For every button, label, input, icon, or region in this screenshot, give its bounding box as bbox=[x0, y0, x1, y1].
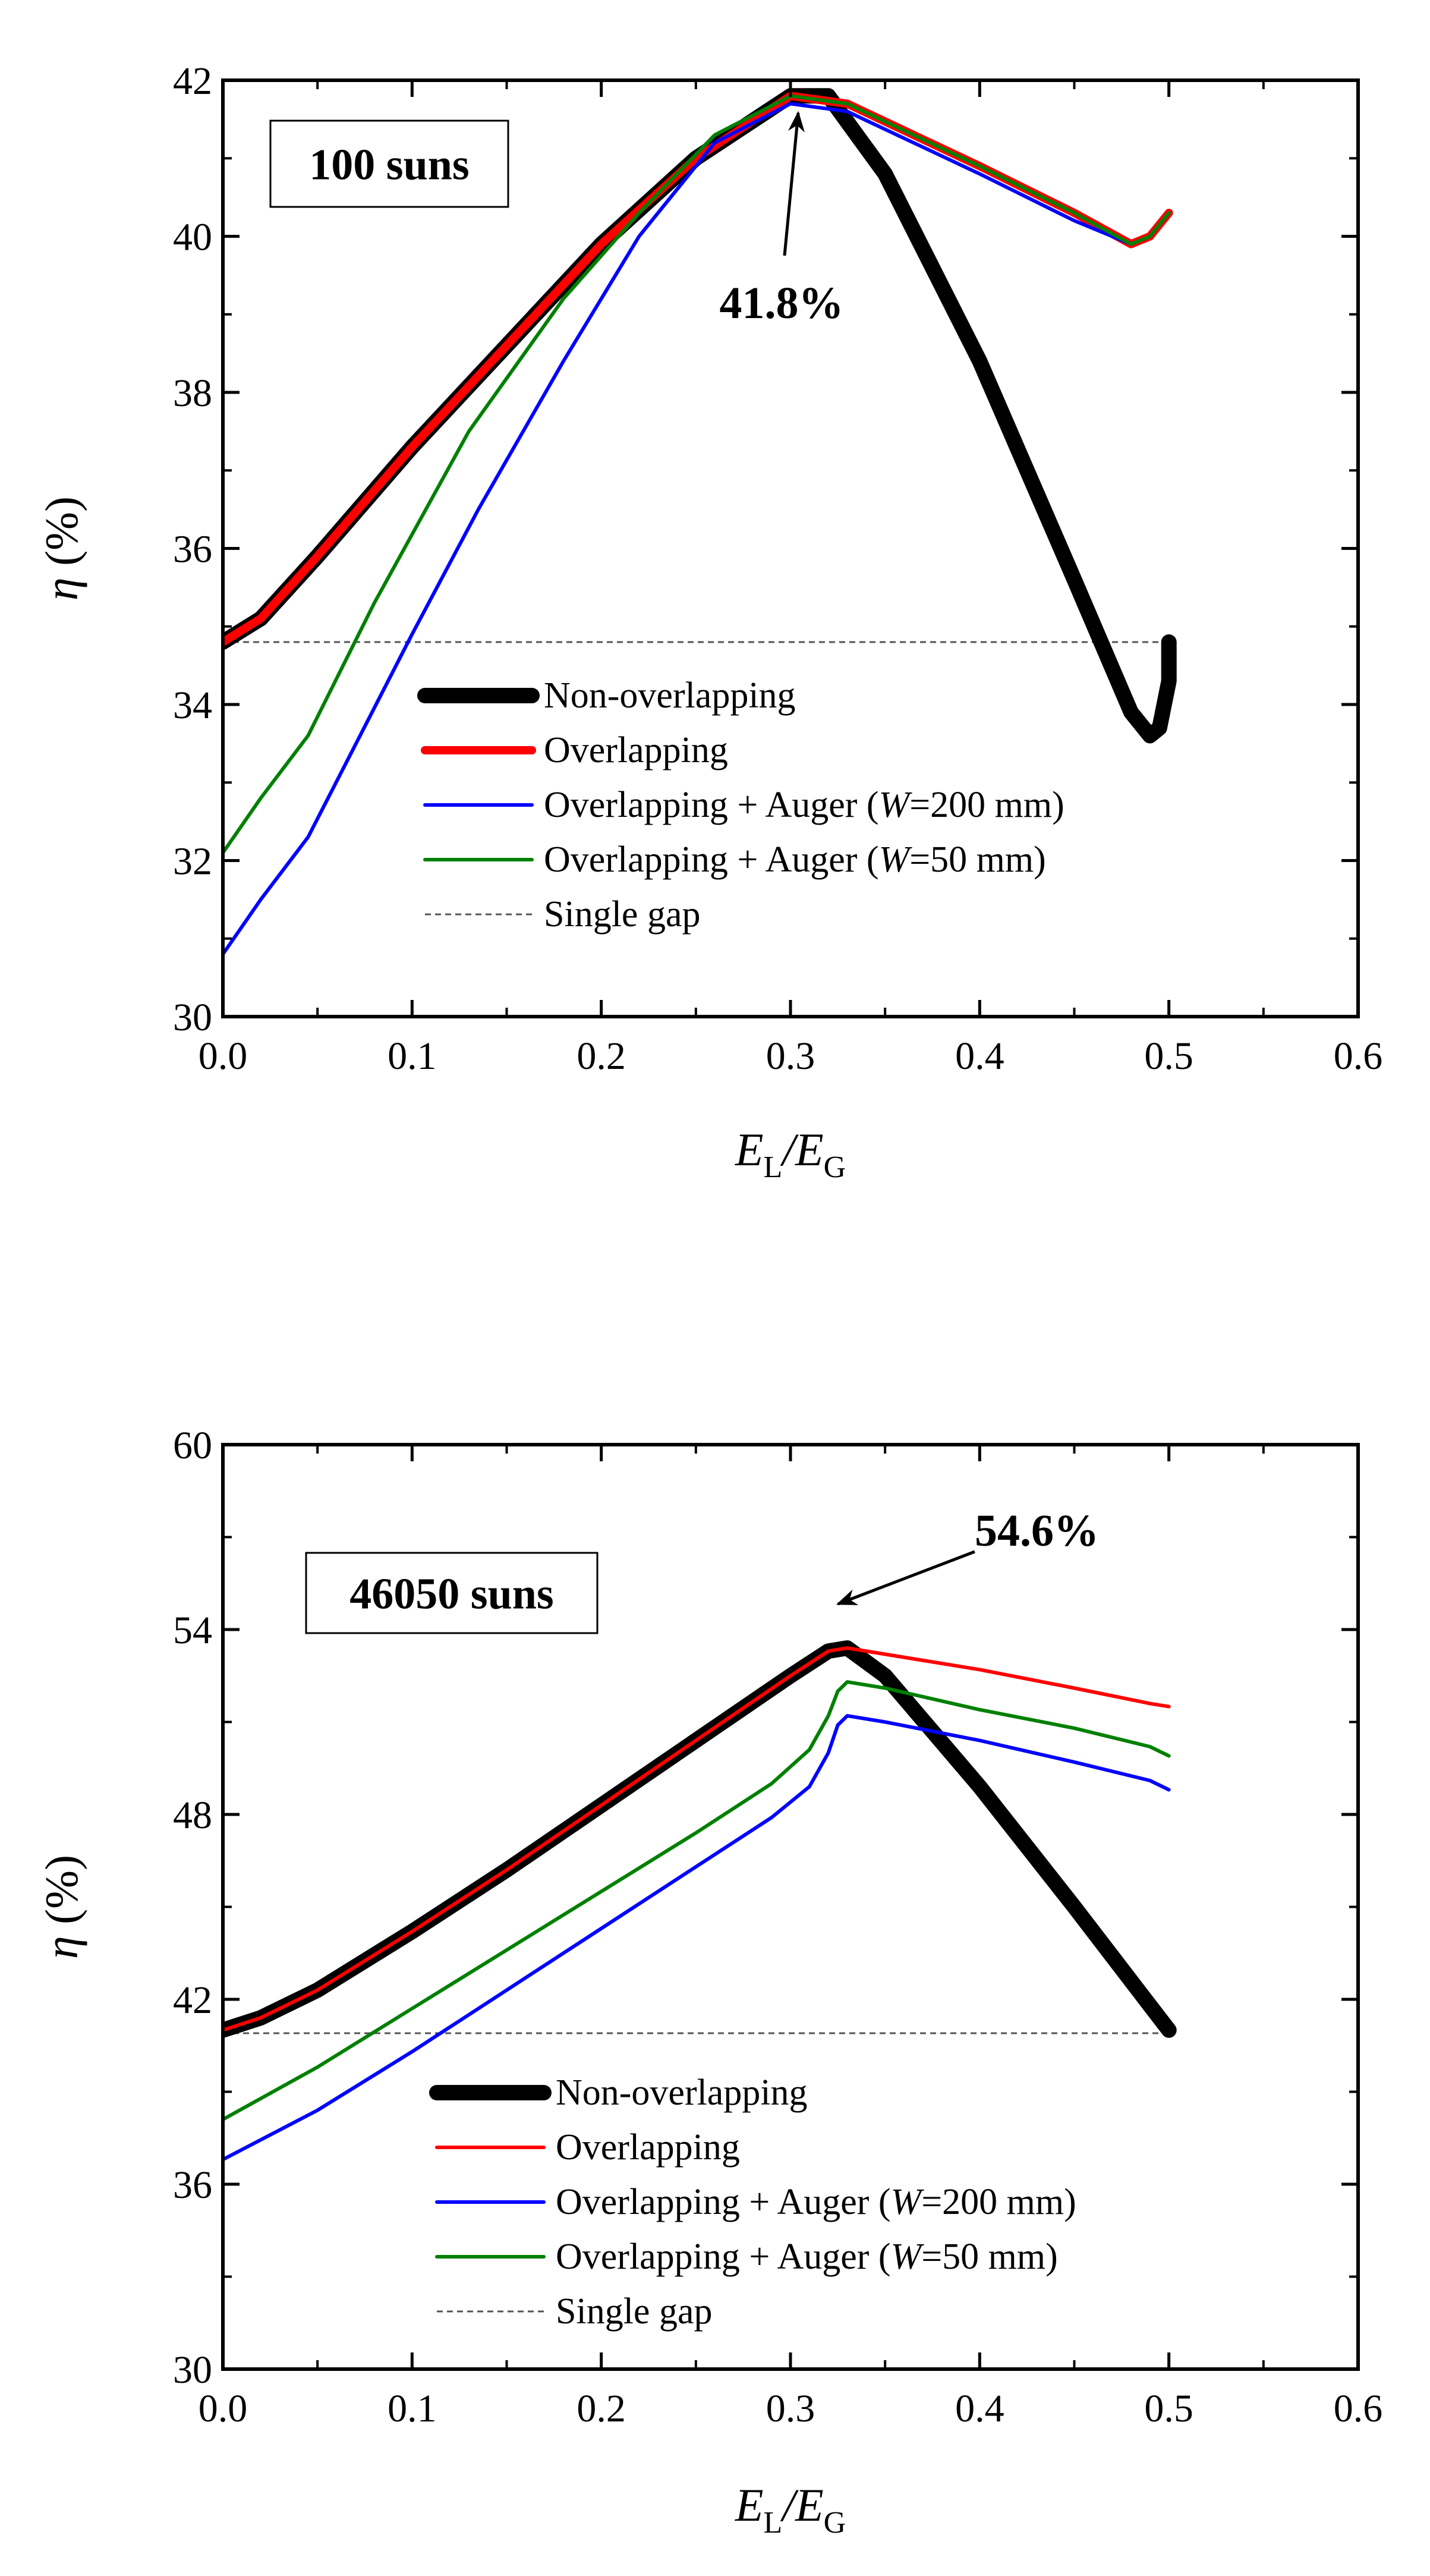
x-tick-label: 0.5 bbox=[1144, 1034, 1193, 1078]
legend-label-italic: W bbox=[879, 839, 913, 880]
legend-label-post: =200 mm) bbox=[921, 2182, 1076, 2222]
legend-label-italic: W bbox=[879, 785, 913, 825]
x-tick-label: 0.0 bbox=[199, 2387, 248, 2430]
y-tick-label: 38 bbox=[173, 372, 212, 415]
series-line-4 bbox=[223, 94, 1171, 855]
condition-label: 46050 suns bbox=[349, 1570, 553, 1619]
x-axis-title-sub-l: L bbox=[764, 2506, 783, 2540]
x-tick-label: 0.1 bbox=[388, 2387, 437, 2430]
legend-label-2: Overlapping bbox=[556, 2127, 740, 2168]
legend-label-single-gap: Single gap bbox=[544, 894, 700, 935]
y-tick-label: 60 bbox=[173, 1424, 212, 1467]
legend-label-single-gap: Single gap bbox=[556, 2291, 712, 2332]
x-tick-label: 0.0 bbox=[199, 1034, 248, 1078]
y-tick-label: 30 bbox=[173, 996, 212, 1039]
x-axis-title-sub-l: L bbox=[764, 1150, 783, 1184]
series-line-2 bbox=[223, 1646, 1171, 2032]
y-axis-title: η (%) bbox=[36, 496, 87, 600]
y-tick-label: 36 bbox=[173, 528, 212, 571]
peak-arrow bbox=[783, 111, 805, 256]
chart-2: 0.0 0.1 0.2 0.3 0.4 0.5 0.6 30 36 42 48 54 60 EL/EG η … bbox=[36, 1424, 1382, 2540]
legend-label-pre: Overlapping + Auger ( bbox=[556, 2237, 891, 2277]
legend-label-3: Overlapping + Auger (W=200 mm) bbox=[556, 2182, 1076, 2222]
x-axis-title-e2: E bbox=[795, 1124, 824, 1175]
y-axis-title-unit: (%) bbox=[36, 496, 87, 577]
y-tick-label: 34 bbox=[173, 684, 212, 727]
legend-label-pre: Overlapping + Auger ( bbox=[544, 785, 879, 825]
plot-area bbox=[223, 88, 1177, 956]
y-tick-label: 30 bbox=[173, 2348, 212, 2392]
y-tick-label: 36 bbox=[173, 2163, 212, 2207]
y-axis-title: η (%) bbox=[36, 1855, 87, 1959]
y-axis-title-eta: η bbox=[36, 577, 87, 600]
condition-box bbox=[305, 1552, 599, 1634]
legend-label-1: Non-overlapping bbox=[544, 675, 796, 716]
legend-label-pre: Overlapping + Auger ( bbox=[556, 2182, 891, 2222]
legend-label-1: Non-overlapping bbox=[556, 2072, 808, 2113]
x-tick-label: 0.1 bbox=[388, 1034, 437, 1078]
x-axis-title-e2: E bbox=[795, 2479, 824, 2531]
y-tick-label: 40 bbox=[173, 216, 212, 259]
x-tick-label: 0.5 bbox=[1144, 2387, 1193, 2430]
x-tick-label: 0.4 bbox=[955, 1034, 1004, 1078]
series-line-3 bbox=[223, 1714, 1171, 2162]
x-tick-label: 0.2 bbox=[577, 2387, 626, 2430]
series-line-1 bbox=[223, 1640, 1177, 2038]
plot-area bbox=[223, 1640, 1177, 2162]
x-tick-label: 0.4 bbox=[955, 2387, 1004, 2430]
legend-label-post: =200 mm) bbox=[909, 785, 1064, 825]
x-axis-title-e: E bbox=[735, 2479, 764, 2531]
y-axis-title-unit: (%) bbox=[36, 1855, 87, 1936]
x-tick-label: 0.6 bbox=[1334, 1034, 1383, 1078]
peak-annotation: 54.6% bbox=[975, 1506, 1099, 1556]
x-tick-label: 0.2 bbox=[577, 1034, 626, 1078]
peak-annotation: 41.8% bbox=[720, 278, 844, 328]
x-axis-title: EL/EG bbox=[735, 2479, 846, 2540]
chart-1: 0.0 0.1 0.2 0.3 0.4 0.5 0.6 30 32 34 36 38 40 42 EL/EG… bbox=[36, 59, 1382, 1184]
peak-arrow bbox=[836, 1550, 975, 1606]
legend: Non-overlapping Overlapping Overlapping + … bbox=[417, 675, 1064, 935]
x-axis-title: EL/EG bbox=[735, 1124, 846, 1184]
y-tick-label: 42 bbox=[173, 1979, 212, 2022]
legend-label-4: Overlapping + Auger (W=50 mm) bbox=[556, 2237, 1058, 2277]
y-tick-label: 54 bbox=[173, 1609, 212, 1652]
x-axis-title-sub-g: G bbox=[824, 1150, 846, 1184]
y-tick-label: 42 bbox=[173, 59, 212, 103]
legend-label-post: =50 mm) bbox=[921, 2237, 1058, 2277]
legend-label-italic: W bbox=[891, 2182, 925, 2222]
y-tick-label: 48 bbox=[173, 1794, 212, 1837]
legend: Non-overlapping Overlapping Overlapping + … bbox=[429, 2072, 1076, 2332]
series-line-3 bbox=[223, 102, 1171, 956]
legend-label-2: Overlapping bbox=[544, 730, 728, 770]
y-axis-title-eta: η bbox=[36, 1936, 87, 1959]
x-tick-label: 0.6 bbox=[1334, 2387, 1383, 2430]
series-line-4 bbox=[223, 1680, 1171, 2122]
legend-label-3: Overlapping + Auger (W=200 mm) bbox=[544, 785, 1064, 825]
condition-label: 100 suns bbox=[309, 141, 469, 190]
x-axis-title-sub-g: G bbox=[824, 2506, 846, 2540]
condition-box bbox=[269, 119, 509, 208]
x-axis-title-e: E bbox=[735, 1124, 764, 1175]
y-tick-label: 32 bbox=[173, 840, 212, 883]
legend-label-pre: Overlapping + Auger ( bbox=[544, 839, 879, 880]
x-tick-label: 0.3 bbox=[766, 1034, 815, 1078]
legend-label-4: Overlapping + Auger (W=50 mm) bbox=[544, 839, 1046, 880]
legend-label-italic: W bbox=[891, 2237, 925, 2277]
legend-label-post: =50 mm) bbox=[909, 839, 1046, 880]
x-tick-label: 0.3 bbox=[766, 2387, 815, 2430]
